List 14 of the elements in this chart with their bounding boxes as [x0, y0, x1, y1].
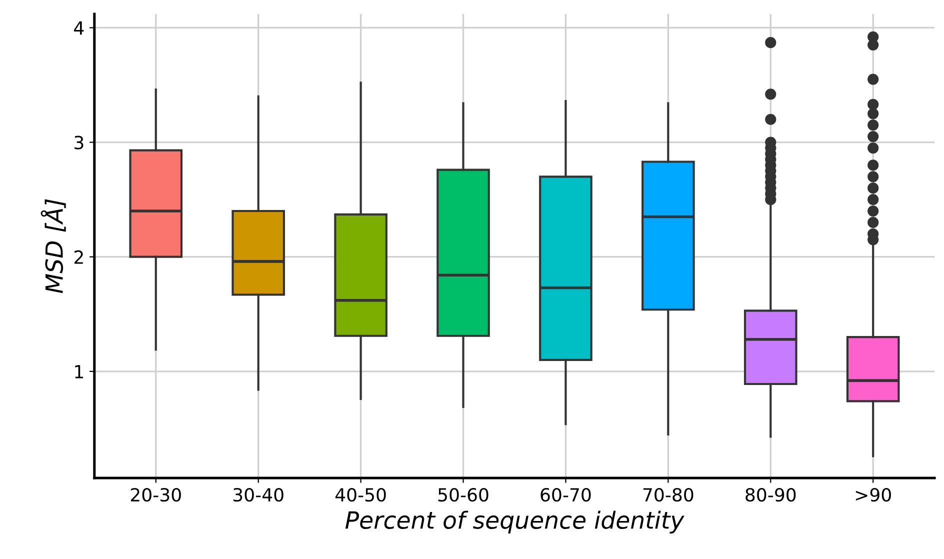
y-tick-label: 2 — [74, 250, 83, 264]
x-tick-label: 50-60 — [438, 488, 488, 502]
x-tick-label: 40-50 — [335, 488, 386, 502]
y-axis-title: MSD [Å] — [40, 199, 66, 294]
x-axis-title: Percent of sequence identity — [345, 510, 684, 534]
x-tick-label: >90 — [856, 488, 891, 502]
x-tick-label: 60-70 — [540, 488, 591, 502]
x-tick-label: 70-80 — [643, 488, 694, 502]
y-tick-label: 4 — [74, 21, 84, 35]
y-tick-label: 1 — [75, 365, 84, 378]
x-tick-label: 30-40 — [233, 488, 284, 502]
x-tick-label: 20-30 — [130, 488, 181, 502]
y-tick-label: 3 — [74, 136, 84, 150]
x-tick-label: 80-90 — [746, 488, 796, 502]
